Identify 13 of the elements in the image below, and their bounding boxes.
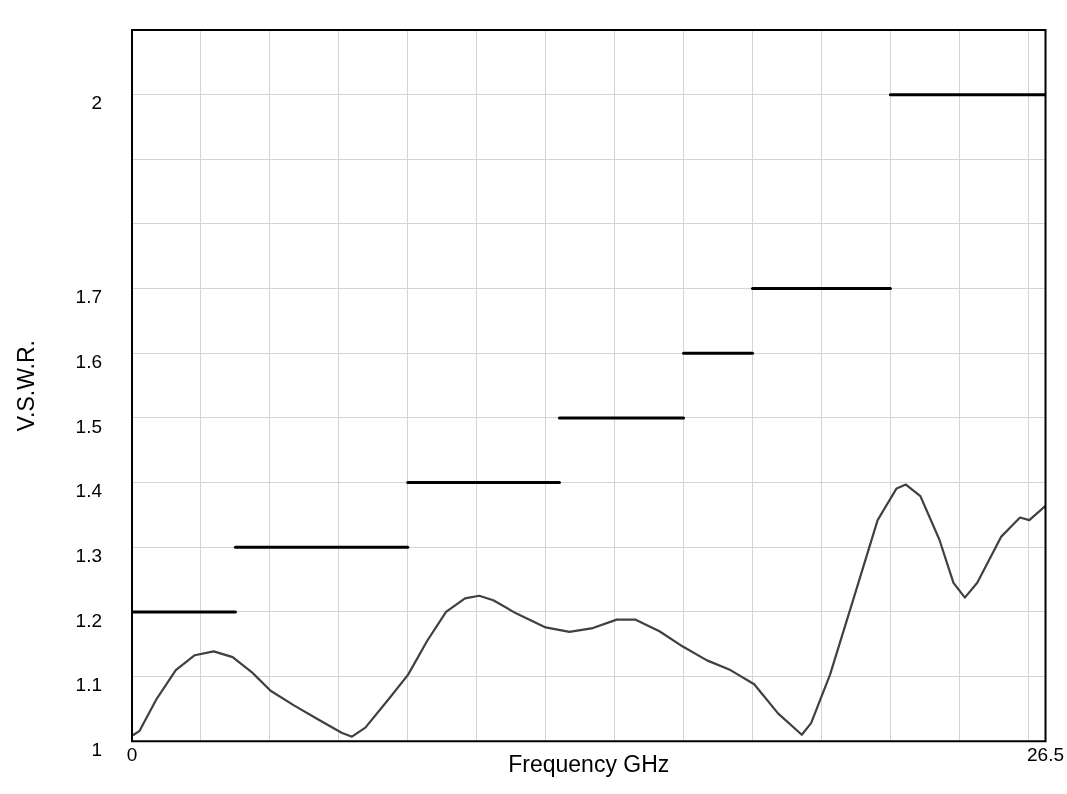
y-tick-label: 1.1 xyxy=(75,674,103,696)
x-tick-label: 26.5 xyxy=(1027,743,1064,765)
y-tick-label: 2 xyxy=(91,92,103,114)
y-tick-label: 1.5 xyxy=(75,415,103,437)
y-tick-label: 1.6 xyxy=(75,351,103,373)
y-tick-label: 1.4 xyxy=(75,480,103,502)
y-tick-label: 1.2 xyxy=(75,609,103,631)
y-tick-label: 1.3 xyxy=(75,544,103,566)
y-axis-title: V.S.W.R. xyxy=(13,340,40,432)
y-tick-label: 1.7 xyxy=(75,286,103,308)
x-axis-title: Frequency GHz xyxy=(508,751,670,778)
y-tick-label: 1 xyxy=(91,738,103,760)
x-tick-label: 0 xyxy=(126,743,138,765)
